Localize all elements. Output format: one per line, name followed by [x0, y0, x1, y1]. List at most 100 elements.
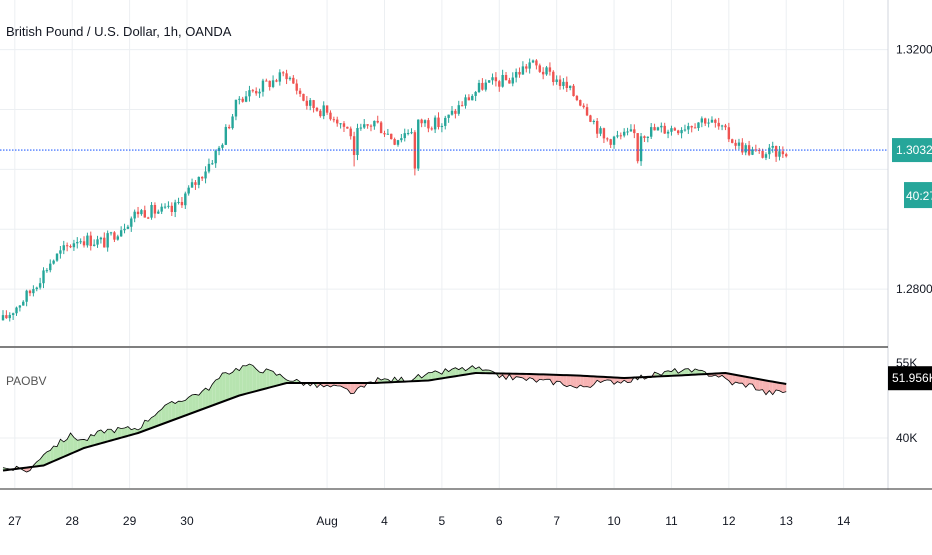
obv-fill-segment — [614, 377, 618, 385]
obv-fill-segment — [691, 368, 696, 375]
obv-fill-segment — [421, 375, 425, 381]
candle-body — [329, 112, 332, 120]
candle-body — [305, 100, 309, 106]
candle-body — [49, 263, 52, 271]
candle-body — [103, 237, 106, 248]
candle-body — [491, 77, 494, 81]
candle-body — [140, 210, 143, 215]
obv-fill-segment — [141, 420, 145, 432]
obv-fill-segment — [208, 384, 213, 407]
candle-body — [376, 120, 379, 123]
obv-fill-segment — [772, 381, 777, 395]
candle-body — [741, 142, 744, 153]
obv-fill-segment — [154, 411, 159, 427]
candle-body — [1, 315, 5, 321]
obv-fill-segment — [752, 378, 756, 390]
candle-body — [325, 105, 329, 113]
candle-body — [717, 122, 720, 127]
candle-body — [754, 149, 758, 151]
candle-body — [535, 60, 538, 66]
candle-body — [460, 105, 464, 107]
candle-body — [525, 66, 528, 69]
candle-body — [646, 136, 650, 138]
candle-body — [231, 116, 234, 129]
candle-body — [366, 124, 369, 126]
candle-body — [660, 125, 663, 128]
obv-fill-segment — [77, 439, 81, 451]
obv-fill-segment — [100, 429, 105, 444]
candle-body — [764, 154, 768, 158]
obv-fill-segment — [357, 383, 361, 389]
candle-body — [275, 80, 278, 82]
candle-body — [663, 125, 666, 134]
obv-fill-segment — [627, 377, 631, 383]
candle-body — [221, 144, 224, 148]
candle-body — [238, 98, 241, 100]
candle-body — [666, 131, 670, 134]
candle-body — [106, 233, 109, 248]
candle-body — [363, 124, 366, 128]
obv-ma-line — [2, 371, 787, 472]
candle-body — [558, 79, 562, 86]
obv-fill-segment — [222, 372, 226, 402]
candle-body — [406, 133, 410, 135]
candle-body — [498, 81, 501, 87]
candle-body — [589, 115, 592, 122]
obv-fill-segment — [144, 420, 149, 431]
candle-body — [704, 118, 707, 124]
candle-body — [400, 138, 403, 141]
candle-body — [18, 305, 22, 308]
obv-fill-segment — [242, 365, 247, 395]
obv-fill-segment — [539, 374, 544, 380]
candle-body — [214, 150, 217, 164]
time-tick-label: 30 — [180, 514, 194, 528]
candle-body — [447, 114, 450, 118]
candle-body — [562, 81, 565, 86]
candle-body — [278, 72, 282, 82]
candle-body — [383, 133, 386, 135]
obv-fill-segment — [735, 374, 739, 384]
candle-body — [332, 119, 336, 121]
obv-fill-segment — [462, 367, 466, 376]
candle-body — [450, 110, 454, 115]
candle-body — [778, 151, 781, 157]
obv-fill-segment — [566, 375, 571, 387]
candle-body — [454, 110, 457, 114]
obv-fill-segment — [36, 459, 41, 467]
candle-body — [211, 163, 214, 165]
obv-fill-segment — [664, 370, 669, 377]
candle-body — [731, 139, 734, 143]
obv-fill-segment — [87, 434, 91, 448]
candle-body — [609, 139, 612, 145]
obv-fill-segment — [576, 375, 581, 389]
candle-body — [494, 77, 498, 82]
candle-body — [146, 217, 150, 219]
candle-body — [629, 129, 633, 132]
obv-fill-segment — [553, 374, 557, 385]
candle-body — [504, 74, 508, 81]
obv-fill-segment — [158, 409, 162, 426]
obv-fill-segment — [259, 372, 263, 391]
obv-fill-segment — [256, 369, 260, 392]
candle-body — [565, 81, 568, 89]
candle-body — [437, 117, 440, 128]
candle-body — [136, 211, 140, 215]
candle-body — [457, 105, 460, 114]
obv-tick-label: 40K — [896, 431, 917, 445]
candle-body — [227, 126, 231, 129]
candle-body — [116, 236, 119, 240]
obv-value-badge — [888, 366, 932, 391]
candle-body — [244, 96, 248, 102]
obv-fill-segment — [195, 394, 199, 412]
candle-body — [143, 210, 146, 218]
candle-body — [430, 128, 433, 130]
time-tick-label: 4 — [381, 514, 388, 528]
candle-body — [315, 107, 319, 111]
candle-body — [180, 201, 184, 206]
time-tick-label: 7 — [553, 514, 560, 528]
obv-fill-segment — [97, 429, 101, 445]
candle-body — [727, 127, 731, 140]
obv-fill-segment — [347, 383, 351, 394]
obv-fill-segment — [610, 377, 615, 385]
